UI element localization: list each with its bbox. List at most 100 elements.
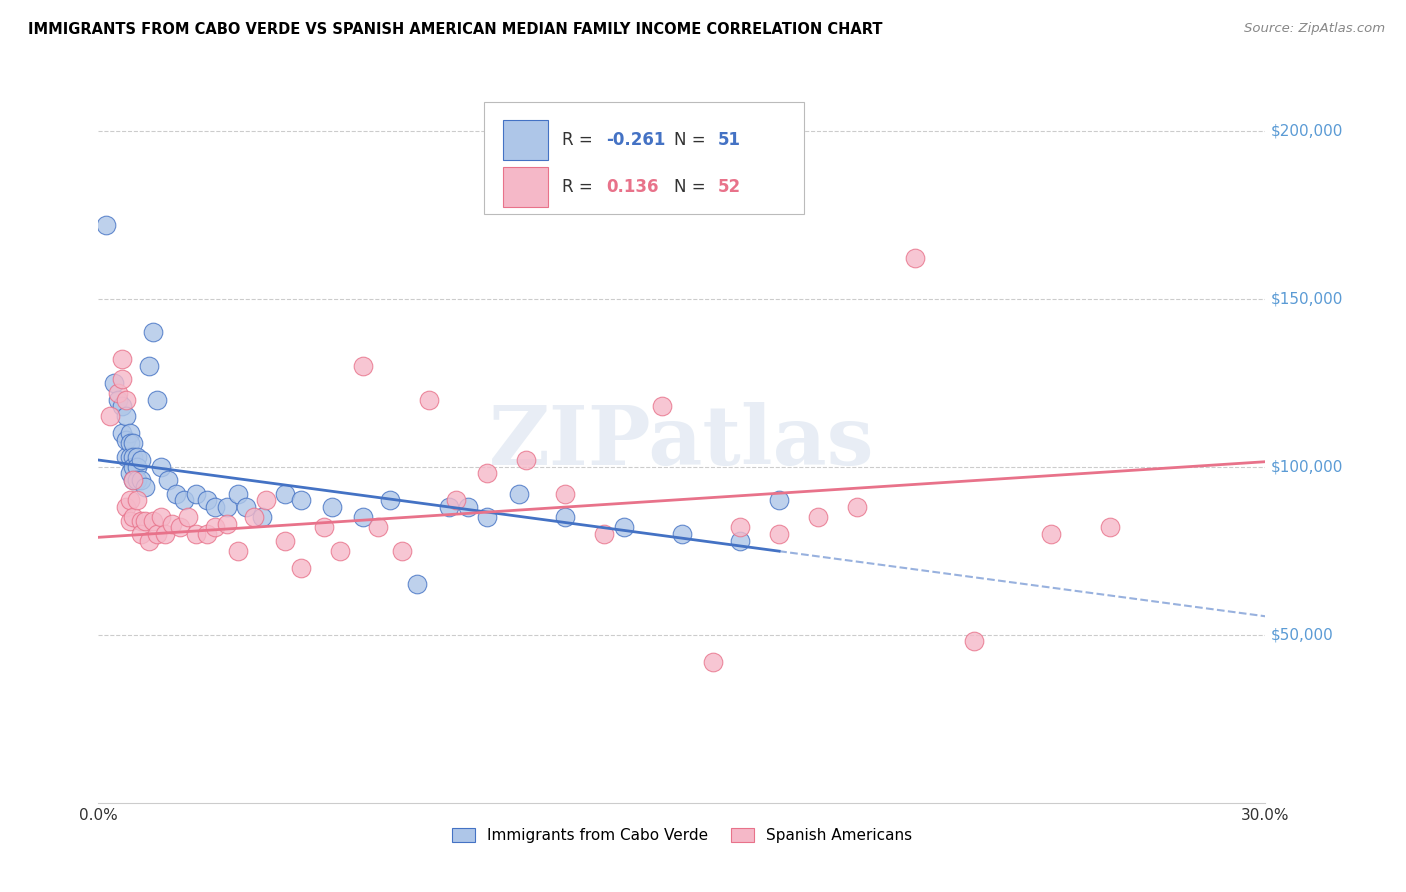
Text: $150,000: $150,000 bbox=[1271, 291, 1344, 306]
Point bbox=[114, 500, 136, 514]
Point bbox=[367, 520, 389, 534]
Point bbox=[173, 493, 195, 508]
Point bbox=[129, 527, 152, 541]
Point bbox=[169, 520, 191, 534]
Point bbox=[846, 500, 869, 514]
Point bbox=[118, 467, 141, 481]
Point bbox=[477, 467, 499, 481]
Point bbox=[593, 527, 616, 541]
Point bbox=[118, 450, 141, 464]
Point bbox=[129, 453, 152, 467]
Point bbox=[904, 252, 927, 266]
Point bbox=[114, 450, 136, 464]
Point bbox=[195, 493, 218, 508]
Point bbox=[146, 527, 169, 541]
Point bbox=[329, 543, 352, 558]
Point bbox=[142, 514, 165, 528]
Point bbox=[127, 473, 149, 487]
Point bbox=[149, 459, 172, 474]
Point bbox=[730, 520, 752, 534]
Text: ZIPatlas: ZIPatlas bbox=[489, 401, 875, 482]
Point bbox=[250, 510, 273, 524]
Point bbox=[290, 493, 312, 508]
Text: 0.136: 0.136 bbox=[606, 178, 658, 196]
Legend: Immigrants from Cabo Verde, Spanish Americans: Immigrants from Cabo Verde, Spanish Amer… bbox=[446, 822, 918, 849]
Point bbox=[477, 510, 499, 524]
Point bbox=[129, 514, 152, 528]
Text: IMMIGRANTS FROM CABO VERDE VS SPANISH AMERICAN MEDIAN FAMILY INCOME CORRELATION : IMMIGRANTS FROM CABO VERDE VS SPANISH AM… bbox=[28, 22, 883, 37]
Point bbox=[107, 392, 129, 407]
Point bbox=[103, 376, 125, 390]
Point bbox=[118, 493, 141, 508]
Point bbox=[508, 486, 530, 500]
Point bbox=[406, 577, 429, 591]
Point bbox=[730, 533, 752, 548]
Point bbox=[142, 326, 165, 340]
Point bbox=[768, 493, 790, 508]
Point bbox=[437, 500, 460, 514]
Text: R =: R = bbox=[562, 178, 598, 196]
Point bbox=[122, 450, 145, 464]
Point bbox=[312, 520, 335, 534]
Point bbox=[274, 533, 297, 548]
Point bbox=[228, 543, 250, 558]
Point bbox=[184, 486, 207, 500]
Point bbox=[149, 510, 172, 524]
Point bbox=[457, 500, 479, 514]
Point bbox=[146, 392, 169, 407]
Point bbox=[807, 510, 830, 524]
Point bbox=[228, 486, 250, 500]
Text: -0.261: -0.261 bbox=[606, 131, 665, 149]
Point bbox=[114, 409, 136, 424]
Point bbox=[162, 516, 184, 531]
Point bbox=[321, 500, 343, 514]
Point bbox=[122, 473, 145, 487]
Text: Source: ZipAtlas.com: Source: ZipAtlas.com bbox=[1244, 22, 1385, 36]
Point bbox=[554, 486, 576, 500]
Point bbox=[129, 473, 152, 487]
Text: $200,000: $200,000 bbox=[1271, 123, 1344, 138]
Point bbox=[962, 634, 984, 648]
Point bbox=[127, 450, 149, 464]
Point bbox=[554, 510, 576, 524]
Point bbox=[107, 385, 129, 400]
Point bbox=[118, 436, 141, 450]
Point bbox=[118, 426, 141, 441]
Point bbox=[352, 359, 374, 373]
Point bbox=[515, 453, 537, 467]
Point bbox=[111, 352, 134, 367]
Point bbox=[153, 527, 176, 541]
Point bbox=[114, 433, 136, 447]
Point bbox=[1098, 520, 1121, 534]
Point bbox=[138, 359, 160, 373]
Point bbox=[204, 500, 226, 514]
Point bbox=[446, 493, 468, 508]
Point bbox=[122, 510, 145, 524]
Point bbox=[122, 459, 145, 474]
Point bbox=[418, 392, 440, 407]
Point bbox=[1040, 527, 1063, 541]
FancyBboxPatch shape bbox=[484, 102, 804, 214]
Point bbox=[98, 409, 121, 424]
Text: R =: R = bbox=[562, 131, 598, 149]
Point bbox=[114, 392, 136, 407]
Point bbox=[122, 473, 145, 487]
Point bbox=[215, 516, 238, 531]
Text: 51: 51 bbox=[718, 131, 741, 149]
Point bbox=[118, 514, 141, 528]
Point bbox=[134, 480, 156, 494]
Point bbox=[702, 655, 724, 669]
Point bbox=[134, 514, 156, 528]
Point bbox=[671, 527, 693, 541]
Text: 52: 52 bbox=[718, 178, 741, 196]
FancyBboxPatch shape bbox=[503, 120, 548, 160]
Point bbox=[122, 436, 145, 450]
Point bbox=[254, 493, 277, 508]
Point bbox=[235, 500, 257, 514]
Text: N =: N = bbox=[673, 178, 710, 196]
Point bbox=[177, 510, 200, 524]
Text: $100,000: $100,000 bbox=[1271, 459, 1344, 475]
Point bbox=[111, 426, 134, 441]
Point bbox=[111, 372, 134, 386]
Point bbox=[138, 533, 160, 548]
